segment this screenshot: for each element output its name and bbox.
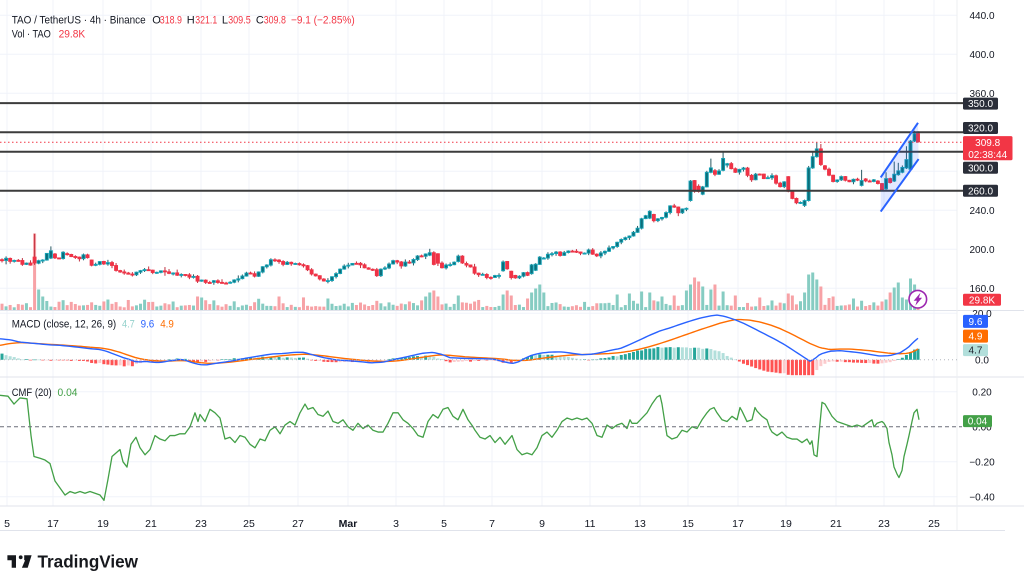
- svg-text:23: 23: [195, 518, 207, 530]
- svg-text:4.9: 4.9: [969, 332, 983, 343]
- svg-text:CMF (20): CMF (20): [12, 387, 52, 399]
- svg-text:Mar: Mar: [339, 518, 358, 530]
- svg-text:29.8K: 29.8K: [969, 295, 995, 306]
- svg-text:H: H: [187, 14, 195, 26]
- svg-text:19: 19: [97, 518, 109, 530]
- svg-text:19: 19: [780, 518, 792, 530]
- svg-text:309.8: 309.8: [264, 14, 286, 26]
- svg-text:9.6: 9.6: [969, 317, 983, 328]
- svg-text:C: C: [256, 14, 264, 26]
- svg-text:O: O: [152, 14, 161, 26]
- svg-text:21: 21: [145, 518, 157, 530]
- svg-text:9.6: 9.6: [141, 319, 155, 331]
- svg-text:29.8K: 29.8K: [59, 28, 86, 40]
- svg-text:21: 21: [830, 518, 842, 530]
- svg-text:360.0: 360.0: [969, 89, 994, 100]
- svg-text:309.8: 309.8: [975, 138, 1000, 149]
- svg-text:9: 9: [539, 518, 545, 530]
- svg-text:23: 23: [878, 518, 890, 530]
- svg-text:3: 3: [393, 518, 399, 530]
- svg-text:4.7: 4.7: [122, 319, 135, 331]
- svg-text:11: 11: [585, 518, 596, 530]
- svg-text:L: L: [222, 14, 228, 26]
- svg-text:160.0: 160.0: [969, 284, 994, 295]
- svg-text:20.0: 20.0: [972, 309, 992, 320]
- svg-text:4.7: 4.7: [969, 346, 983, 357]
- svg-text:7: 7: [489, 518, 495, 530]
- svg-text:0.0: 0.0: [975, 355, 989, 366]
- svg-text:25: 25: [928, 518, 940, 530]
- svg-text:27: 27: [292, 518, 304, 530]
- svg-text:17: 17: [47, 518, 59, 530]
- svg-text:350.0: 350.0: [968, 99, 993, 110]
- svg-text:TAO / TetherUS · 4h · Binance: TAO / TetherUS · 4h · Binance: [12, 14, 146, 26]
- svg-text:5: 5: [4, 518, 10, 530]
- svg-text:−0.20: −0.20: [969, 457, 995, 468]
- svg-text:0.04: 0.04: [968, 417, 988, 428]
- svg-text:5: 5: [441, 518, 447, 530]
- svg-text:309.5: 309.5: [228, 14, 251, 26]
- svg-text:400.0: 400.0: [969, 50, 994, 61]
- svg-text:318.9: 318.9: [160, 14, 182, 26]
- svg-text:25: 25: [243, 518, 255, 530]
- svg-text:MACD (close, 12, 26, 9): MACD (close, 12, 26, 9): [12, 319, 117, 331]
- svg-text:0.04: 0.04: [58, 387, 78, 399]
- svg-text:321.1: 321.1: [195, 14, 217, 26]
- svg-text:17: 17: [732, 518, 744, 530]
- svg-text:4.9: 4.9: [160, 319, 174, 331]
- svg-text:13: 13: [634, 518, 646, 530]
- svg-text:320.0: 320.0: [968, 124, 993, 135]
- svg-text:0.20: 0.20: [972, 387, 992, 398]
- svg-text:−9.1 (−2.85%): −9.1 (−2.85%): [291, 14, 355, 26]
- svg-text:440.0: 440.0: [969, 11, 994, 22]
- svg-text:300.0: 300.0: [968, 163, 993, 174]
- svg-text:0.00: 0.00: [972, 422, 992, 433]
- svg-text:15: 15: [682, 518, 694, 530]
- svg-text:TradingView: TradingView: [38, 552, 139, 572]
- svg-text:200.0: 200.0: [969, 245, 994, 256]
- svg-text:−0.40: −0.40: [969, 492, 995, 503]
- svg-text:260.0: 260.0: [968, 186, 993, 197]
- svg-text:240.0: 240.0: [969, 206, 994, 217]
- svg-text:Vol · TAO: Vol · TAO: [12, 28, 51, 40]
- svg-text:02:38:44: 02:38:44: [968, 150, 1007, 161]
